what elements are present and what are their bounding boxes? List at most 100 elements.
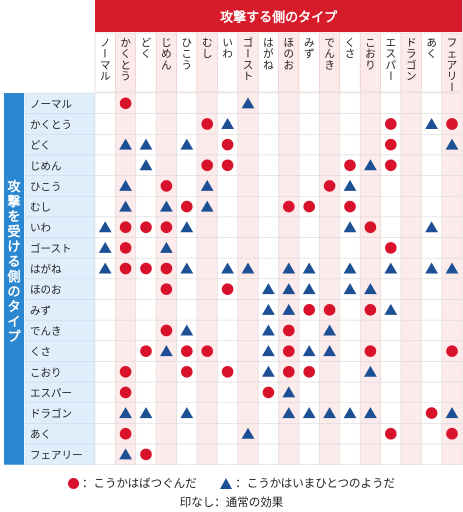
grid-cell bbox=[441, 278, 463, 300]
row-label: ゴースト bbox=[30, 242, 71, 255]
column-label-char: く bbox=[141, 48, 152, 60]
column-label-char: ル bbox=[100, 71, 111, 83]
column-label-char: エ bbox=[386, 37, 397, 49]
triangle-marker bbox=[262, 283, 275, 295]
triangle-marker bbox=[241, 97, 255, 109]
grid-cell bbox=[339, 423, 361, 445]
grid-cell bbox=[298, 154, 320, 176]
circle-marker bbox=[446, 427, 458, 440]
grid-cell bbox=[237, 113, 259, 135]
grid-cell bbox=[176, 92, 198, 114]
column-label: フェアリー bbox=[445, 37, 457, 92]
grid-cell bbox=[94, 278, 116, 300]
grid-cell bbox=[217, 443, 239, 465]
grid-cell bbox=[421, 423, 443, 445]
grid-cell bbox=[94, 154, 116, 176]
circle-marker bbox=[323, 180, 336, 192]
column-label: ゴースト bbox=[241, 36, 253, 83]
row-label: むし bbox=[30, 202, 51, 214]
grid-cell bbox=[441, 92, 463, 114]
circle-marker bbox=[140, 345, 152, 357]
row-label: でんき bbox=[30, 325, 62, 337]
grid-cell bbox=[257, 154, 279, 176]
column-label-char: き bbox=[324, 59, 335, 71]
grid-cell bbox=[441, 154, 463, 176]
grid-cell bbox=[359, 257, 381, 280]
triangle-marker bbox=[364, 365, 377, 377]
grid-cell bbox=[400, 361, 422, 383]
grid-cell bbox=[339, 92, 361, 114]
grid-cell bbox=[217, 92, 239, 114]
grid-cell bbox=[155, 299, 177, 321]
circle-marker bbox=[119, 427, 132, 440]
column-label-char: ひ bbox=[182, 37, 193, 49]
grid-cell bbox=[400, 423, 422, 445]
column-label-char: み bbox=[304, 37, 315, 49]
column-label: みず bbox=[304, 37, 315, 60]
column-label-char: く bbox=[345, 37, 356, 49]
triangle-marker bbox=[323, 324, 336, 336]
column-label-char: う bbox=[182, 59, 193, 71]
circle-marker bbox=[385, 242, 397, 254]
column-label-char: が bbox=[263, 47, 274, 60]
grid-cell bbox=[237, 299, 259, 321]
row-label: ノーマル bbox=[30, 98, 72, 110]
grid-cell bbox=[217, 299, 239, 321]
grid-cell bbox=[339, 319, 361, 342]
grid-cell bbox=[278, 154, 300, 176]
triangle-marker bbox=[425, 117, 438, 129]
column-header-title: 攻撃する側のタイプ bbox=[220, 10, 338, 26]
grid-cell bbox=[421, 361, 443, 383]
triangle-marker bbox=[364, 159, 377, 171]
circle-marker bbox=[344, 159, 356, 172]
grid-cell bbox=[359, 423, 381, 445]
legend-circle-label: ：こうかはばつぐんだ bbox=[82, 476, 197, 490]
circle-marker bbox=[201, 345, 213, 357]
circle-marker bbox=[181, 365, 193, 378]
triangle-marker bbox=[302, 262, 316, 274]
grid-cell bbox=[441, 319, 463, 342]
grid-cell bbox=[400, 319, 422, 342]
circle-marker bbox=[385, 138, 397, 151]
grid-cell bbox=[257, 113, 279, 135]
triangle-marker bbox=[282, 407, 296, 419]
grid-cell bbox=[319, 216, 341, 238]
grid-cell bbox=[400, 237, 422, 259]
grid-cell bbox=[196, 361, 218, 383]
grid-cell bbox=[421, 278, 443, 300]
legend-none-label: 印なし：通常の効果 bbox=[179, 495, 284, 509]
circle-marker bbox=[119, 242, 132, 254]
column-label-char: じ bbox=[161, 37, 172, 49]
triangle-marker bbox=[425, 262, 438, 274]
row-label: フェアリー bbox=[30, 449, 83, 461]
triangle-marker bbox=[323, 407, 336, 419]
triangle-marker bbox=[139, 407, 153, 419]
row-header-char: プ bbox=[7, 330, 21, 345]
grid-cell bbox=[319, 361, 341, 383]
column-label-char: ノ bbox=[100, 37, 111, 49]
row-header-band bbox=[4, 93, 24, 465]
grid-cell bbox=[319, 381, 341, 404]
grid-cell bbox=[237, 154, 259, 176]
triangle-marker bbox=[323, 345, 336, 357]
grid-cell bbox=[135, 113, 157, 135]
grid-cell bbox=[421, 340, 443, 362]
grid-cell bbox=[196, 257, 218, 280]
grid-cell bbox=[196, 278, 218, 300]
triangle-marker bbox=[384, 303, 398, 315]
circle-marker bbox=[160, 221, 173, 234]
grid-cell bbox=[155, 134, 177, 156]
grid-cell bbox=[400, 299, 422, 321]
column-label-char: ん bbox=[161, 59, 172, 71]
grid-cell bbox=[298, 443, 320, 465]
grid-cell bbox=[155, 381, 177, 404]
legend-triangle-icon bbox=[220, 478, 233, 489]
grid-cell bbox=[359, 113, 381, 135]
grid-cell bbox=[237, 216, 259, 238]
grid-cell bbox=[257, 257, 279, 280]
column-label-char: り bbox=[365, 59, 376, 71]
triangle-marker bbox=[200, 200, 214, 212]
grid-cell bbox=[257, 237, 279, 259]
grid-cell bbox=[257, 92, 279, 114]
